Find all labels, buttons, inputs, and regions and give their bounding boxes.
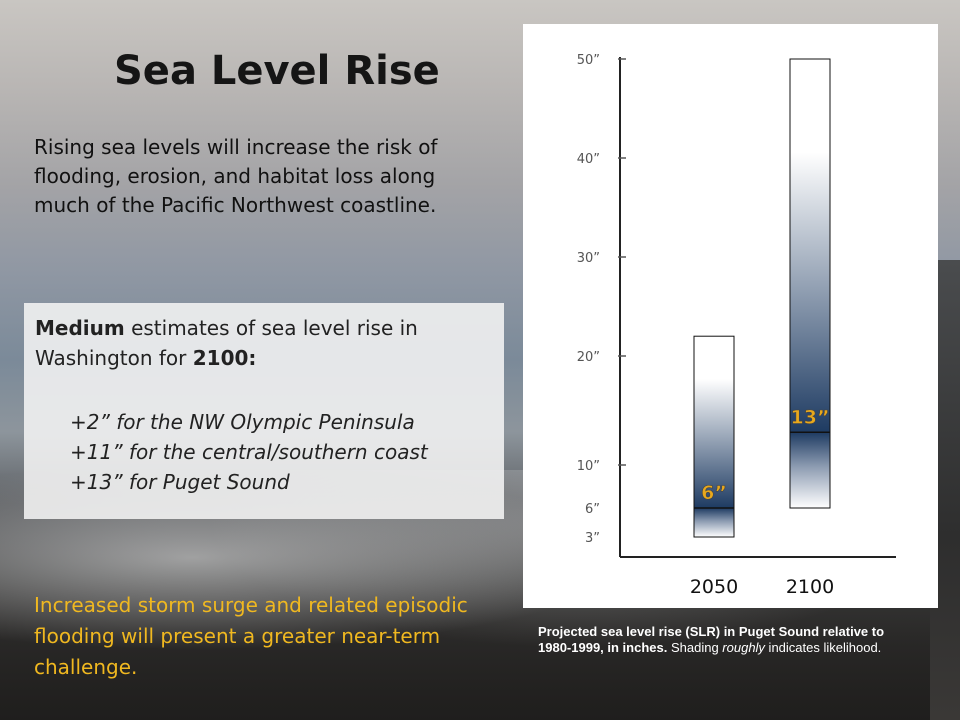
y-tick-label-10: 10” <box>577 459 600 474</box>
sea-level-chart: 50” 40” 30” 20” 10” 6” 3” 6” 2050 13” 2100 <box>577 53 896 598</box>
page-title: Sea Level Rise <box>114 48 440 94</box>
y-tick-label-30: 30” <box>577 251 600 266</box>
storm-surge-text: Increased storm surge and related episod… <box>34 593 468 679</box>
caption-text-1: Shading <box>667 640 723 655</box>
estimates-box: Medium estimates of sea level rise in Wa… <box>24 303 504 519</box>
y-tick-label-50: 50” <box>577 53 600 68</box>
chart-caption: Projected sea level rise (SLR) in Puget … <box>538 624 918 656</box>
caption-bold: Projected sea level rise (SLR) in Puget … <box>538 624 885 655</box>
x-tick-label-2050: 2050 <box>690 576 738 598</box>
y-tick-label-6: 6” <box>585 502 600 517</box>
bar-2050 <box>693 335 735 538</box>
estimate-item-coast: +11” for the central/southern coast <box>70 440 428 464</box>
intro-paragraph: Rising sea levels will increase the risk… <box>34 135 438 217</box>
bar-value-label-2100: 13” <box>791 406 830 428</box>
estimate-item-puget: +13” for Puget Sound <box>70 470 290 494</box>
estimates-heading-year: 2100: <box>192 346 257 370</box>
y-tick-label-3: 3” <box>585 531 600 546</box>
estimates-heading: Medium estimates of sea level rise in Wa… <box>35 313 495 373</box>
bar-value-label-2050: 6” <box>701 482 727 504</box>
caption-text-2: indicates likelihood. <box>764 640 882 655</box>
estimates-list: +2” for the NW Olympic Peninsula +11” fo… <box>70 407 428 497</box>
estimates-heading-text: estimates of sea level rise in Washingto… <box>35 316 418 370</box>
chart-panel: 50” 40” 30” 20” 10” 6” 3” 6” 2050 13” 2100 <box>523 24 938 608</box>
estimate-item-olympic: +2” for the NW Olympic Peninsula <box>70 410 415 434</box>
caption-italic: roughly <box>722 640 765 655</box>
estimates-heading-medium: Medium <box>35 316 125 340</box>
y-tick-label-40: 40” <box>577 152 600 167</box>
bar-2100 <box>789 58 831 509</box>
y-tick-label-20: 20” <box>577 350 600 365</box>
x-tick-label-2100: 2100 <box>786 576 834 598</box>
